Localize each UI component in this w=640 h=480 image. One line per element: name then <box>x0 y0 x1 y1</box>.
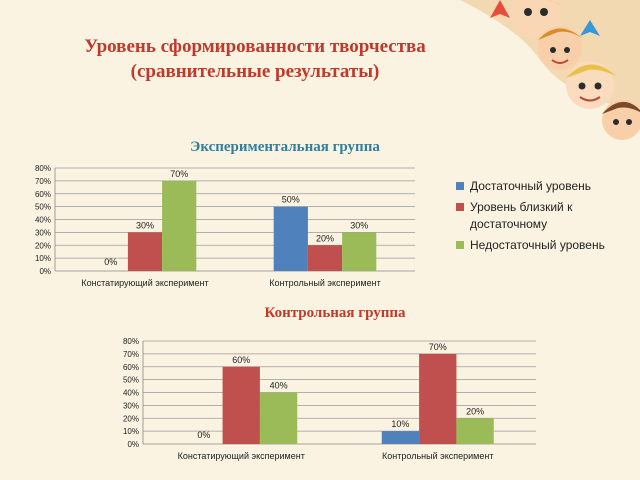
bar-data-label: 50% <box>282 195 300 205</box>
experimental-group-chart: 0% 10% 20% 30% 40% 50% 60% 70% 80% 0% 30% 70% Конста… <box>35 164 415 288</box>
y-tick-label: 0% <box>127 440 139 449</box>
page-title-line-1: Уровень сформированности творчества <box>84 36 426 57</box>
child-face-3 <box>566 61 616 109</box>
child-face-4 <box>602 100 640 140</box>
y-tick-label: 30% <box>35 228 51 237</box>
bar-data-label: 30% <box>136 220 154 230</box>
bar <box>307 245 343 271</box>
y-tick-label: 30% <box>123 401 139 410</box>
bar <box>273 206 308 271</box>
y-tick-label: 10% <box>123 427 139 436</box>
y-tick-label: 60% <box>123 363 139 372</box>
bar-data-label: 0% <box>104 257 117 267</box>
bar-data-label: 20% <box>466 406 484 416</box>
legend-swatch-near-sufficient <box>456 203 464 211</box>
y-tick-label: 20% <box>35 241 51 250</box>
y-tick-label: 50% <box>35 203 51 212</box>
y-tick-label: 10% <box>35 254 51 263</box>
legend-label-near-sufficient: Уровень близкий к достаточному <box>470 200 573 231</box>
legend-label-insufficient: Недостаточный уровень <box>470 238 605 252</box>
cartoon-children-decoration <box>460 0 640 140</box>
category-label: Контрольный эксперимент <box>269 278 380 288</box>
child-face-2 <box>538 26 582 70</box>
category-label: Констатирующий эксперимент <box>81 278 208 288</box>
bar <box>419 353 457 444</box>
bar <box>222 366 260 444</box>
y-tick-label: 0% <box>39 267 51 276</box>
legend-item-sufficient: Достаточный уровень <box>456 178 626 195</box>
legend-swatch-insufficient <box>456 241 464 249</box>
bar-data-label: 40% <box>270 381 288 391</box>
control-group-chart: 0% 10% 20% 30% 40% 50% 60% 70% 80% 0% 60% 40% Конста… <box>123 337 536 461</box>
bar <box>127 232 163 271</box>
bar <box>456 418 494 444</box>
category-label: Контрольный эксперимент <box>382 451 493 461</box>
legend-item-near-sufficient: Уровень близкий к достаточному <box>456 199 626 233</box>
child-face-1 <box>509 0 562 38</box>
bar-data-label: 0% <box>197 430 210 440</box>
y-tick-label: 60% <box>35 190 51 199</box>
control-group-chart-title: Контрольная группа <box>264 305 406 321</box>
y-tick-label: 20% <box>123 414 139 423</box>
bar-data-label: 60% <box>232 355 250 365</box>
category-label: Констатирующий эксперимент <box>178 451 305 461</box>
bar-data-label: 70% <box>429 342 447 352</box>
y-tick-label: 80% <box>123 337 139 346</box>
y-tick-label: 70% <box>35 177 51 186</box>
bar-data-label: 20% <box>316 233 334 243</box>
legend-label-sufficient: Достаточный уровень <box>470 179 592 193</box>
bar <box>342 232 377 271</box>
bar <box>162 180 197 271</box>
y-tick-label: 70% <box>123 350 139 359</box>
y-tick-label: 80% <box>35 164 51 173</box>
bar <box>381 431 420 444</box>
y-tick-label: 40% <box>123 389 139 398</box>
page-title-line-2: (сравнительные результаты) <box>130 61 380 82</box>
experimental-group-chart-title: Экспериментальная группа <box>190 139 380 155</box>
page-title: Уровень сформированности творчества (сра… <box>0 34 510 84</box>
bar-data-label: 70% <box>170 169 188 179</box>
bar-data-label: 10% <box>391 419 409 429</box>
y-tick-label: 50% <box>123 376 139 385</box>
chart-legend: Достаточный уровень Уровень близкий к до… <box>456 178 626 258</box>
y-tick-label: 40% <box>35 216 51 225</box>
legend-item-insufficient: Недостаточный уровень <box>456 237 626 254</box>
bar-data-label: 30% <box>350 220 368 230</box>
legend-swatch-sufficient <box>456 182 464 190</box>
bar <box>259 392 298 444</box>
